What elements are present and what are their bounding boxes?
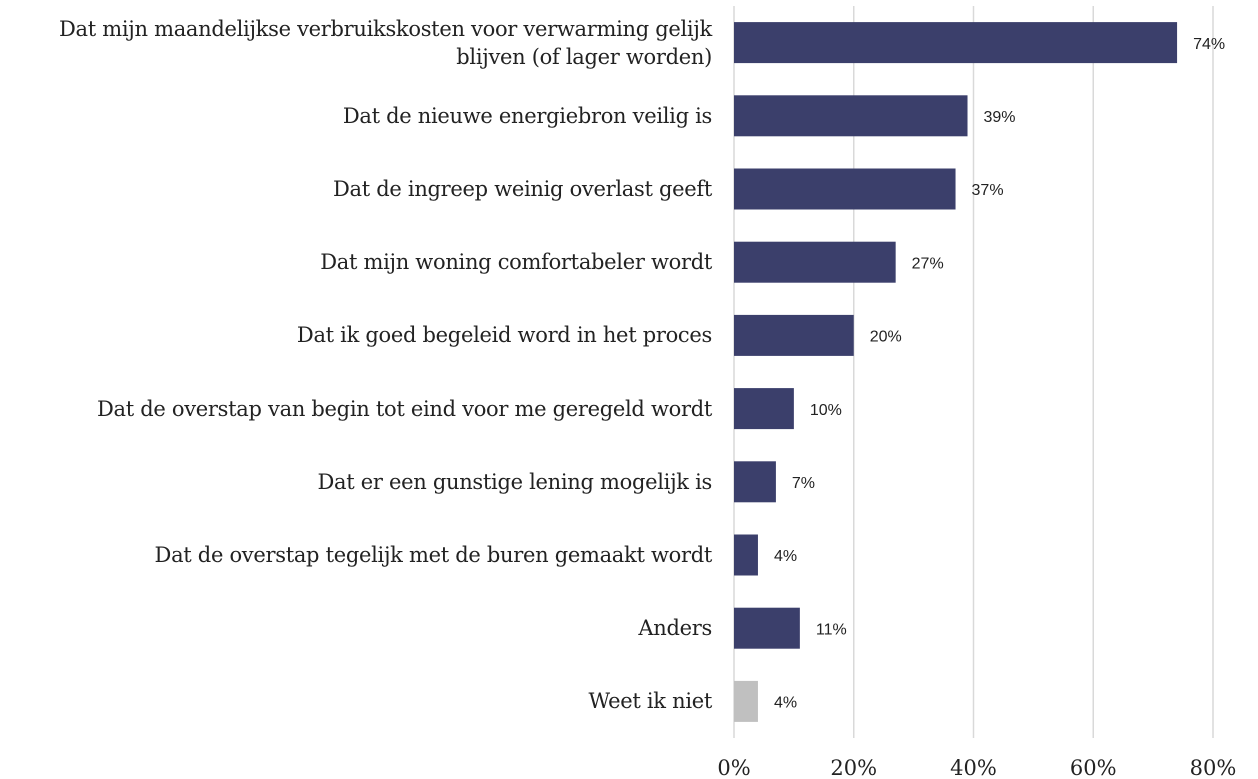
bar xyxy=(734,22,1178,64)
bar xyxy=(734,168,956,210)
bar xyxy=(734,314,854,356)
value-label: 11% xyxy=(816,621,847,638)
category-label: Anders xyxy=(638,616,712,641)
value-label: 74% xyxy=(1193,36,1225,53)
category-label: Dat ik goed begeleid word in het proces xyxy=(296,323,712,348)
bar xyxy=(734,241,896,283)
x-tick-label: 40% xyxy=(950,756,997,779)
value-label: 37% xyxy=(972,182,1004,199)
value-label: 4% xyxy=(774,695,797,712)
value-label: 39% xyxy=(984,109,1016,126)
category-label: Dat de nieuwe energiebron veilig is xyxy=(342,103,712,128)
x-tick-label: 20% xyxy=(830,756,878,779)
value-label: 27% xyxy=(912,255,944,272)
x-tick-label: 60% xyxy=(1069,756,1117,779)
value-label: 20% xyxy=(870,329,902,346)
value-label: 7% xyxy=(792,475,815,492)
category-label: Dat mijn woning comfortabeler wordt xyxy=(320,250,712,275)
category-label: Dat er een gunstige lening mogelijk is xyxy=(317,469,712,494)
value-label: 10% xyxy=(810,402,842,419)
category-label: Dat de overstap van begin tot eind voor … xyxy=(96,396,712,421)
bar xyxy=(734,461,776,503)
category-label: Weet ik niet xyxy=(588,689,713,714)
category-label: Dat de overstap tegelijk met de buren ge… xyxy=(154,543,713,567)
bar xyxy=(734,680,758,722)
bar xyxy=(734,388,794,430)
bar xyxy=(734,95,968,137)
category-label: Dat mijn maandelijkse verbruikskosten vo… xyxy=(58,16,712,69)
value-label: 4% xyxy=(774,548,797,565)
x-tick-label: 80% xyxy=(1189,756,1237,779)
bar xyxy=(734,534,758,576)
bar xyxy=(734,607,800,649)
category-label: Dat de ingreep weinig overlast geeft xyxy=(332,177,712,201)
x-tick-label: 0% xyxy=(717,756,751,779)
